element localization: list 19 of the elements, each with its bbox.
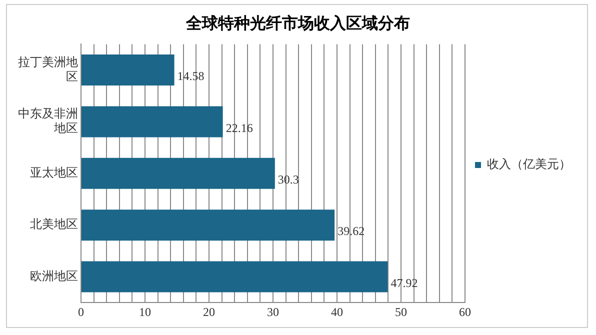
bar bbox=[82, 261, 388, 292]
y-tick-label: 拉丁美洲地区 bbox=[18, 54, 78, 84]
bar bbox=[82, 210, 335, 241]
x-tick-label: 20 bbox=[203, 304, 215, 319]
bar bbox=[82, 54, 174, 86]
x-tick-label: 0 bbox=[78, 304, 84, 319]
y-tick-label: 亚太地区 bbox=[30, 166, 78, 180]
y-tick-label: 欧洲地区 bbox=[30, 268, 78, 283]
y-tick-label: 北美地区 bbox=[30, 217, 78, 232]
x-tick-label: 10 bbox=[139, 304, 151, 319]
x-tick-label: 60 bbox=[459, 304, 471, 319]
bar bbox=[82, 106, 223, 138]
y-tick-label: 中东及非洲地区 bbox=[18, 106, 78, 136]
x-tick-label: 40 bbox=[331, 304, 343, 319]
bar bbox=[82, 158, 275, 189]
chart-title: 全球特种光纤市场收入区域分布 bbox=[185, 14, 410, 33]
x-tick-label: 30 bbox=[267, 304, 279, 319]
legend-label: 收入（亿美元） bbox=[487, 157, 571, 172]
x-tick-label: 50 bbox=[395, 304, 407, 319]
